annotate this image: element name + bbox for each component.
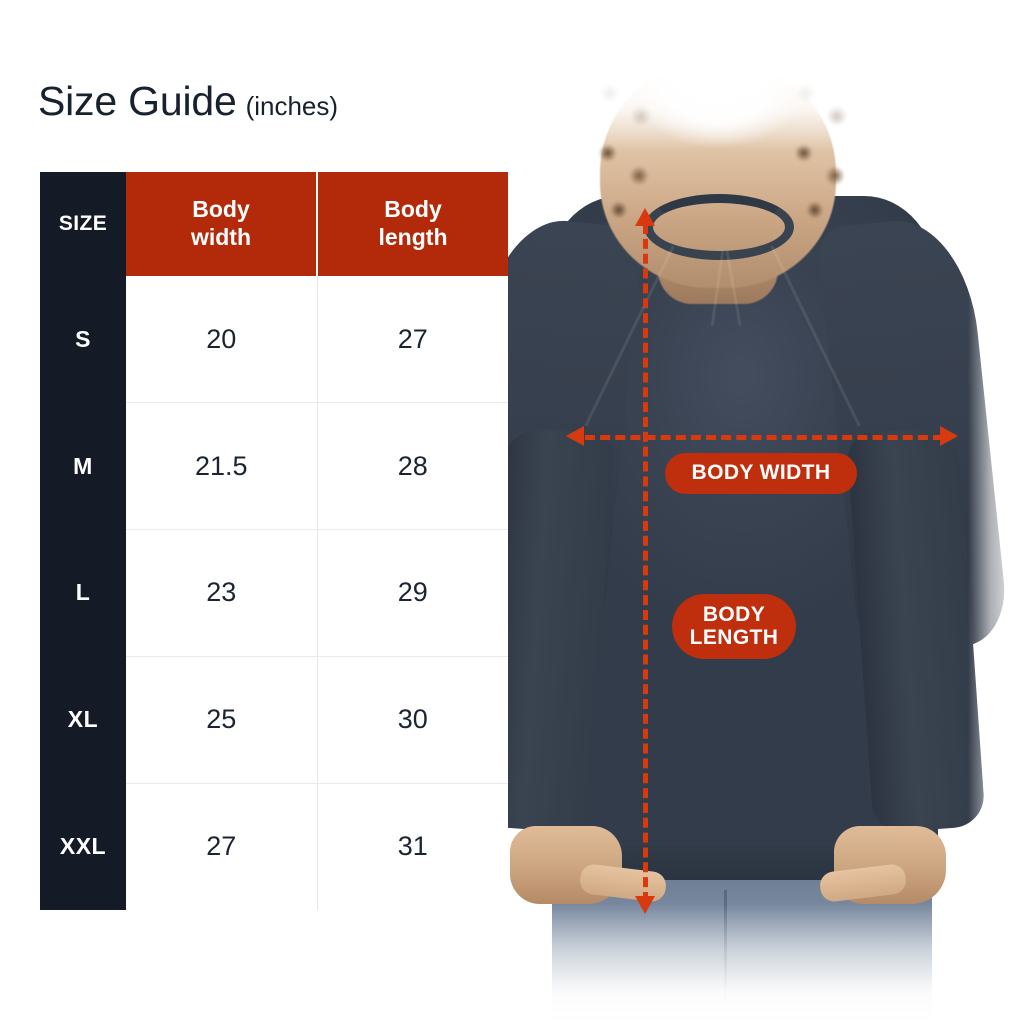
column-header-body-width-line2: width [190,224,252,250]
size-guide-table: SIZE Body width Body length S 20 27 M 21… [40,172,508,910]
cell-body-width: 20 [126,276,318,404]
column-header-body-length-line2: length [378,224,448,250]
right-fade-overlay [968,0,1024,1024]
cell-body-length: 30 [317,656,508,784]
cell-body-length: 28 [317,402,508,531]
table-row: M 21.5 28 [40,402,508,531]
cell-body-width: 23 [126,529,318,657]
head-fade-overlay [552,0,892,150]
table-row: XL 25 30 [40,656,508,784]
table-head: SIZE Body width Body length [40,172,508,276]
model-photo [432,0,1024,1024]
table-row: XXL 27 31 [40,783,508,910]
title-main-text: Size Guide [38,78,237,124]
column-header-body-width-line1: Body [192,196,250,223]
cell-size: S [40,276,126,403]
column-header-body-width: Body width [126,172,318,276]
cell-body-width: 21.5 [126,402,318,531]
table-body: S 20 27 M 21.5 28 L 23 29 XL 25 30 XXL 2 [40,276,508,910]
cell-size: M [40,402,126,530]
column-header-size: SIZE [40,172,126,276]
column-header-body-length-line1: Body [384,196,442,223]
cell-size: XL [40,656,126,784]
page-title: Size Guide (inches) [38,78,338,125]
cell-size: XXL [40,783,126,910]
cell-body-length: 31 [317,783,508,910]
bottom-fade-overlay [432,904,1024,1024]
cell-body-width: 25 [126,656,318,784]
title-units-text: (inches) [245,91,339,121]
cell-body-length: 27 [317,276,508,404]
column-header-body-length: Body length [317,172,508,276]
sweatshirt-collar [644,194,794,260]
table-header-row: SIZE Body width Body length [40,172,508,276]
cell-body-width: 27 [126,783,318,910]
table-row: S 20 27 [40,276,508,404]
table-row: L 23 29 [40,529,508,657]
cell-body-length: 29 [317,529,508,657]
cell-size: L [40,529,126,657]
